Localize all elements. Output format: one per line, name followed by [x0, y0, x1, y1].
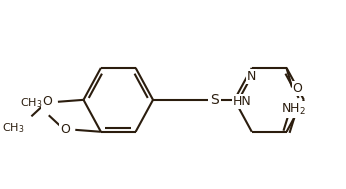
Text: S: S	[210, 93, 219, 107]
Text: CH$_3$: CH$_3$	[20, 97, 42, 110]
Text: CH$_3$: CH$_3$	[2, 121, 25, 135]
Text: HN: HN	[233, 95, 252, 108]
Text: O: O	[293, 82, 302, 95]
Text: O: O	[43, 95, 53, 108]
Text: N: N	[247, 70, 256, 83]
Text: O: O	[60, 123, 70, 136]
Text: NH$_2$: NH$_2$	[281, 102, 306, 117]
